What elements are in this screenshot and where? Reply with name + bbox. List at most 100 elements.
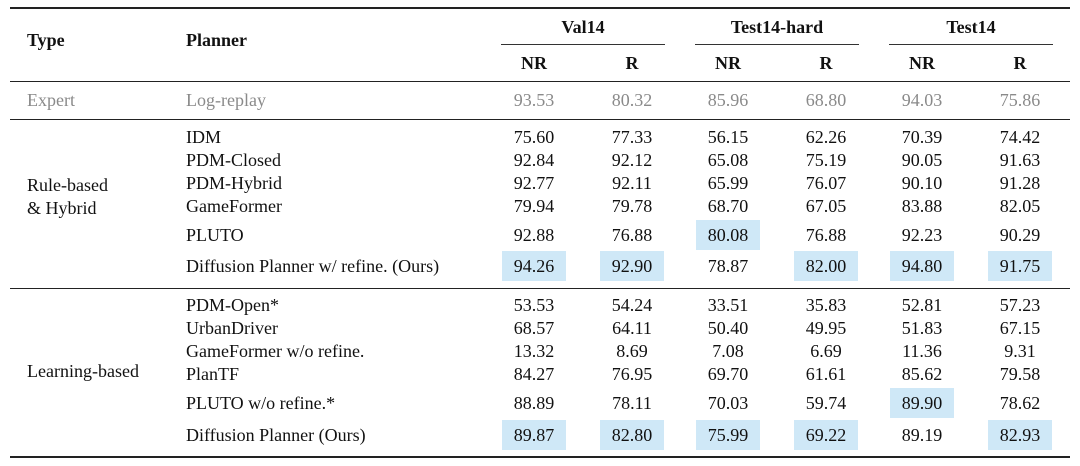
planner-name: Diffusion Planner (Ours) [186, 425, 366, 445]
score-cell: 90.05 [901, 150, 943, 170]
score-cell: 92.11 [612, 173, 652, 193]
score-cell: 80.08 [707, 225, 749, 245]
score-cell: 59.74 [805, 393, 847, 413]
bottom-rule [10, 456, 1070, 458]
best-score-highlight [600, 251, 664, 281]
score-cell: 85.62 [901, 364, 943, 384]
score-cell: 67.05 [805, 196, 847, 216]
score-cell: 76.95 [611, 364, 653, 384]
planner-name: UrbanDriver [186, 318, 278, 338]
section-type-label: & Hybrid [27, 198, 97, 218]
score-cell: 70.03 [707, 393, 749, 413]
score-cell: 79.94 [513, 196, 555, 216]
score-cell: 75.19 [805, 150, 847, 170]
score-cell: 92.88 [513, 225, 555, 245]
score-cell: 68.57 [513, 318, 555, 338]
score-cell: 68.70 [707, 196, 749, 216]
score-cell: 69.70 [707, 364, 749, 384]
expert-value: 85.96 [707, 90, 749, 110]
best-score-highlight [696, 220, 760, 250]
expert-value: 80.32 [611, 90, 653, 110]
score-cell: 90.29 [999, 225, 1041, 245]
best-score-highlight [890, 251, 954, 281]
score-cell: 78.62 [999, 393, 1041, 413]
planner-name: PlanTF [186, 364, 240, 384]
best-score-highlight [890, 388, 954, 418]
score-cell: 90.10 [901, 173, 943, 193]
score-cell: 94.80 [901, 256, 943, 276]
score-cell: 89.90 [901, 393, 943, 413]
planner-name: PDM-Closed [186, 150, 282, 170]
score-cell: 77.33 [611, 127, 653, 147]
score-cell: 82.05 [999, 196, 1041, 216]
score-cell: 6.69 [810, 341, 842, 361]
score-cell: 94.26 [513, 256, 555, 276]
best-score-highlight [502, 251, 566, 281]
score-cell: 13.32 [513, 341, 555, 361]
best-score-highlight [988, 251, 1052, 281]
best-score-highlight [794, 251, 858, 281]
metric-header-nr: NR [521, 53, 547, 73]
planner-header: Planner [186, 30, 247, 50]
score-cell: 65.99 [707, 173, 749, 193]
score-cell: 79.78 [611, 196, 653, 216]
best-score-highlight [794, 420, 858, 450]
best-score-highlight [502, 420, 566, 450]
planner-name: IDM [186, 127, 221, 147]
expert-planner: Log-replay [186, 90, 266, 110]
score-cell: 78.87 [707, 256, 749, 276]
expert-value: 75.86 [999, 90, 1041, 110]
metric-header-nr: NR [715, 53, 741, 73]
group-header-val14: Val14 [561, 17, 605, 37]
score-cell: 84.27 [513, 364, 555, 384]
section-type-label: Learning-based [27, 361, 139, 381]
metric-header-r: R [625, 53, 639, 73]
metric-header-r: R [819, 53, 833, 73]
planner-name: PLUTO w/o refine.* [186, 393, 336, 413]
score-cell: 92.77 [513, 173, 555, 193]
section-type-label: Rule-based [27, 175, 108, 195]
score-cell: 75.99 [707, 425, 749, 445]
score-cell: 53.53 [513, 295, 555, 315]
expert-value: 94.03 [901, 90, 943, 110]
score-cell: 92.84 [513, 150, 555, 170]
score-cell: 92.12 [611, 150, 653, 170]
group-header-test14-hard: Test14-hard [730, 17, 824, 37]
score-cell: 76.88 [805, 225, 847, 245]
metric-header-r: R [1013, 53, 1027, 73]
score-cell: 52.81 [901, 295, 943, 315]
score-cell: 51.83 [901, 318, 943, 338]
score-cell: 57.23 [999, 295, 1041, 315]
score-cell: 67.15 [999, 318, 1041, 338]
group-underline-val14 [501, 44, 665, 45]
score-cell: 89.19 [901, 425, 943, 445]
score-cell: 89.87 [513, 425, 555, 445]
score-cell: 62.26 [805, 127, 847, 147]
planner-name: GameFormer w/o refine. [186, 341, 365, 361]
top-rule [10, 7, 1070, 9]
score-cell: 56.15 [707, 127, 749, 147]
score-cell: 9.31 [1004, 341, 1036, 361]
score-cell: 92.23 [901, 225, 943, 245]
score-cell: 88.89 [513, 393, 555, 413]
group-underline-test14 [889, 44, 1053, 45]
score-cell: 92.90 [611, 256, 653, 276]
best-score-highlight [988, 420, 1052, 450]
type-header: Type [27, 30, 65, 50]
score-cell: 82.80 [611, 425, 653, 445]
score-cell: 78.11 [612, 393, 652, 413]
score-cell: 49.95 [805, 318, 847, 338]
score-cell: 91.63 [999, 150, 1041, 170]
section-rule [10, 119, 1070, 120]
planner-name: PLUTO [186, 225, 244, 245]
expert-value: 68.80 [805, 90, 847, 110]
best-score-highlight [600, 420, 664, 450]
expert-value: 93.53 [513, 90, 555, 110]
score-cell: 33.51 [707, 295, 749, 315]
score-cell: 8.69 [616, 341, 648, 361]
score-cell: 91.28 [999, 173, 1041, 193]
header-rule [10, 81, 1070, 82]
metric-header-nr: NR [909, 53, 935, 73]
group-underline-test14-hard [695, 44, 859, 45]
